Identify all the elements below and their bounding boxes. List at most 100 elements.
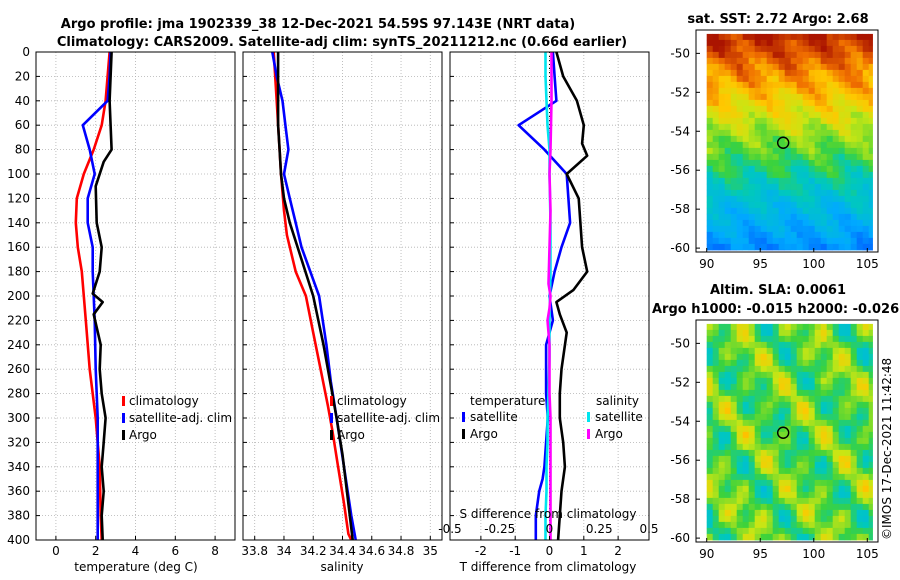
heatmap-cell bbox=[772, 377, 779, 385]
heatmap-cell bbox=[706, 521, 713, 529]
heatmap-cell bbox=[736, 81, 743, 89]
heatmap-cell bbox=[856, 51, 863, 59]
y-tick-label: 340 bbox=[7, 460, 30, 474]
heatmap-cell bbox=[760, 419, 767, 427]
heatmap-cell bbox=[754, 111, 761, 119]
heatmap-cell bbox=[826, 201, 833, 209]
heatmap-cell bbox=[712, 225, 719, 233]
heatmap-cell bbox=[742, 201, 749, 209]
heatmap-cell bbox=[844, 213, 851, 221]
heatmap-cell bbox=[748, 323, 755, 331]
temperature-grid bbox=[36, 51, 235, 541]
heatmap-cell bbox=[784, 407, 791, 415]
heatmap-cell bbox=[808, 419, 815, 427]
heatmap-cell bbox=[790, 473, 797, 481]
heatmap-cell bbox=[826, 443, 833, 451]
heatmap-cell bbox=[802, 347, 809, 355]
heatmap-cell bbox=[772, 347, 779, 355]
heatmap-cell bbox=[808, 153, 815, 161]
heatmap-cell bbox=[844, 443, 851, 451]
heatmap-cell bbox=[724, 63, 731, 71]
heatmap-cell bbox=[748, 371, 755, 379]
heatmap-cell bbox=[718, 225, 725, 233]
heatmap-cell bbox=[826, 105, 833, 113]
heatmap-cell bbox=[754, 225, 761, 233]
y-tick-label: -56 bbox=[670, 163, 690, 177]
temperature-xlabel: temperature (deg C) bbox=[74, 560, 197, 574]
heatmap-cell bbox=[868, 141, 873, 149]
y-tick-label: 220 bbox=[7, 313, 30, 327]
heatmap-cell bbox=[868, 225, 873, 233]
heatmap-cell bbox=[748, 521, 755, 529]
heatmap-cell bbox=[778, 533, 785, 541]
heatmap-cell bbox=[838, 485, 845, 493]
heatmap-cell bbox=[790, 195, 797, 203]
heatmap-cell bbox=[718, 63, 725, 71]
heatmap-cell bbox=[736, 129, 743, 137]
heatmap-cell bbox=[754, 365, 761, 373]
heatmap-cell bbox=[844, 105, 851, 113]
heatmap-cell bbox=[802, 99, 809, 107]
heatmap-cell bbox=[814, 81, 821, 89]
heatmap-cell bbox=[802, 377, 809, 385]
heatmap-cell bbox=[724, 213, 731, 221]
salinity-xlabel: salinity bbox=[320, 560, 363, 574]
heatmap-cell bbox=[766, 39, 773, 47]
heatmap-cell bbox=[790, 87, 797, 95]
heatmap-cell bbox=[868, 485, 873, 493]
heatmap-cell bbox=[856, 33, 863, 41]
heatmap-cell bbox=[724, 455, 731, 463]
heatmap-cell bbox=[784, 81, 791, 89]
heatmap-cell bbox=[784, 383, 791, 391]
heatmap-cell bbox=[754, 63, 761, 71]
heatmap-cell bbox=[802, 449, 809, 457]
heatmap-cell bbox=[844, 243, 851, 251]
heatmap-cell bbox=[796, 533, 803, 541]
heatmap-cell bbox=[784, 497, 791, 505]
heatmap-cell bbox=[766, 449, 773, 457]
heatmap-cell bbox=[850, 117, 857, 125]
heatmap-cell bbox=[850, 335, 857, 343]
heatmap-cell bbox=[832, 117, 839, 125]
heatmap-cell bbox=[772, 443, 779, 451]
heatmap-cell bbox=[868, 491, 873, 499]
heatmap-cell bbox=[850, 45, 857, 53]
heatmap-cell bbox=[832, 183, 839, 191]
heatmap-cell bbox=[754, 479, 761, 487]
heatmap-cell bbox=[766, 147, 773, 155]
heatmap-cell bbox=[772, 449, 779, 457]
heatmap-cell bbox=[850, 491, 857, 499]
heatmap-cell bbox=[826, 335, 833, 343]
heatmap-cell bbox=[712, 111, 719, 119]
heatmap-cell bbox=[832, 347, 839, 355]
heatmap-cell bbox=[742, 365, 749, 373]
heatmap-cell bbox=[706, 129, 713, 137]
heatmap-cell bbox=[718, 455, 725, 463]
heatmap-cell bbox=[784, 467, 791, 475]
sst-map-frame bbox=[695, 29, 879, 253]
heatmap-cell bbox=[772, 195, 779, 203]
heatmap-cell bbox=[844, 503, 851, 511]
heatmap-cell bbox=[802, 141, 809, 149]
heatmap-cell bbox=[868, 165, 873, 173]
y-tick-label: 320 bbox=[7, 435, 30, 449]
heatmap-cell bbox=[802, 341, 809, 349]
heatmap-cell bbox=[838, 395, 845, 403]
heatmap-cell bbox=[712, 87, 719, 95]
heatmap-cell bbox=[808, 383, 815, 391]
heatmap-cell bbox=[772, 365, 779, 373]
heatmap-cell bbox=[772, 419, 779, 427]
heatmap-cell bbox=[856, 99, 863, 107]
heatmap-cell bbox=[868, 323, 873, 331]
heatmap-cell bbox=[808, 485, 815, 493]
heatmap-cell bbox=[814, 243, 821, 251]
heatmap-cell bbox=[712, 135, 719, 143]
heatmap-cell bbox=[724, 183, 731, 191]
heatmap-cell bbox=[832, 165, 839, 173]
heatmap-cell bbox=[862, 521, 869, 529]
heatmap-cell bbox=[856, 497, 863, 505]
heatmap-cell bbox=[724, 117, 731, 125]
heatmap-cell bbox=[754, 177, 761, 185]
heatmap-cell bbox=[808, 141, 815, 149]
heatmap-cell bbox=[736, 431, 743, 439]
